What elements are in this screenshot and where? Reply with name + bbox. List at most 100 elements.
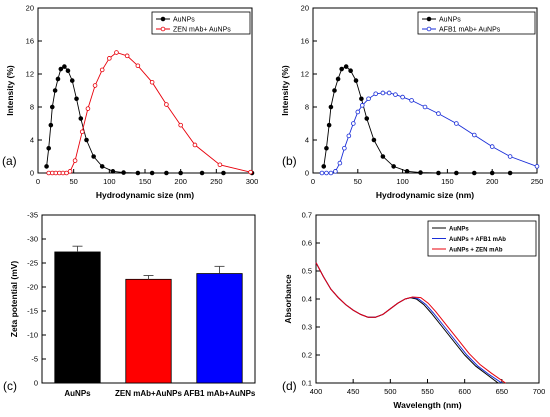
data-point <box>85 106 91 111</box>
legend-label-2: AuNPs + ZEN mAb <box>449 248 503 254</box>
data-point <box>328 170 334 176</box>
x-tick-label: 250 <box>531 177 544 186</box>
y-tick-label: 0.3 <box>302 323 312 332</box>
y-tick-label: 16 <box>26 37 34 46</box>
x-tick-label: 50 <box>69 177 77 186</box>
data-point <box>343 64 349 69</box>
data-point <box>335 76 341 82</box>
data-point <box>46 145 51 151</box>
data-point <box>49 104 55 110</box>
data-point <box>418 170 423 175</box>
y-tick-label: -10 <box>27 331 38 340</box>
data-point <box>339 66 344 72</box>
data-point <box>507 154 513 159</box>
x-tick-label: 200 <box>174 177 187 186</box>
category-label: ZEN mAb+AuNPs <box>115 389 182 398</box>
x-tick-label: 100 <box>396 177 409 186</box>
data-point <box>489 144 495 149</box>
data-point <box>422 104 428 110</box>
data-point <box>84 137 89 143</box>
data-point <box>393 92 398 97</box>
data-point <box>72 158 78 163</box>
data-point <box>359 96 364 102</box>
data-point <box>342 145 347 151</box>
y-tick-label: -5 <box>31 355 38 364</box>
legend-marker-1 <box>426 26 432 32</box>
data-point <box>366 96 371 102</box>
data-point <box>332 88 337 93</box>
data-point <box>178 170 183 176</box>
x-axis-label: Hydrodynamic size (nm) <box>96 190 194 200</box>
data-point <box>149 170 155 176</box>
y-tick-label: -30 <box>27 235 38 244</box>
legend-marker-0 <box>160 16 166 22</box>
y-axis-label: Absorbance <box>283 274 293 323</box>
legend-label-1: AFB1 mAb+ AuNPs <box>439 27 501 34</box>
x-tick-label: 50 <box>354 177 362 186</box>
series-line-0 <box>323 66 511 174</box>
data-point <box>107 56 112 61</box>
panel-label: (b) <box>282 154 297 168</box>
x-tick-label: 500 <box>384 387 397 396</box>
y-tick-label: 0.2 <box>302 351 312 360</box>
legend-label-0: AuNPs <box>173 17 195 24</box>
panel-label: (d) <box>282 379 297 393</box>
data-point <box>135 63 141 69</box>
y-tick-label: 0 <box>30 169 34 178</box>
data-point <box>79 129 85 135</box>
data-point <box>454 121 459 126</box>
data-point <box>199 170 205 176</box>
series-line-0 <box>46 66 252 174</box>
data-point <box>164 170 169 176</box>
category-label: AFB1 mAb+AuNPs <box>184 389 256 398</box>
data-point <box>319 170 325 176</box>
data-point <box>178 122 183 128</box>
data-point <box>121 170 126 175</box>
data-point <box>348 68 353 73</box>
y-tick-label: 4 <box>305 136 309 145</box>
data-point <box>149 79 155 85</box>
x-tick-label: 700 <box>533 387 546 396</box>
data-point <box>371 137 377 143</box>
data-point <box>534 164 540 169</box>
data-point <box>400 94 405 100</box>
data-point <box>355 109 361 115</box>
y-tick-label: 0 <box>305 169 309 178</box>
data-point <box>99 164 105 169</box>
y-tick-label: 0.7 <box>302 211 312 220</box>
x-tick-label: 600 <box>458 387 471 396</box>
data-point <box>436 111 441 116</box>
data-point <box>326 122 332 128</box>
data-point <box>67 169 73 174</box>
data-point <box>436 170 441 176</box>
x-tick-label: 0 <box>311 177 315 186</box>
y-tick-label: -35 <box>27 211 38 220</box>
x-axis-label: Wavelength (nm) <box>393 400 461 410</box>
x-axis-label: Hydrodynamic size (nm) <box>376 190 474 200</box>
y-axis-label: Zeta potential (mV) <box>9 261 19 338</box>
data-point <box>58 66 64 72</box>
data-point <box>99 67 105 73</box>
data-point <box>359 103 365 108</box>
data-point <box>321 164 327 169</box>
data-point <box>404 169 410 174</box>
y-tick-label: 0 <box>34 379 38 388</box>
x-tick-label: 450 <box>347 387 360 396</box>
chart-panel-2: 0 -5 -10 -15 -20 -25 -30 -35 AuNPs ZEN mAb+AuNPs A… <box>3 211 256 398</box>
y-axis-label: Intensity (%) <box>280 65 290 116</box>
x-tick-label: 250 <box>210 177 223 186</box>
y-tick-label: 16 <box>301 37 309 46</box>
panel-label: (c) <box>3 379 17 393</box>
legend-marker-1 <box>160 26 166 32</box>
data-point <box>507 170 513 176</box>
legend-label-0: AuNPs <box>449 227 469 233</box>
data-point <box>324 145 329 151</box>
data-point <box>380 154 386 159</box>
data-point <box>69 78 75 83</box>
series-line-1 <box>48 51 251 174</box>
data-point <box>135 170 141 176</box>
y-tick-label: 12 <box>301 70 309 79</box>
data-point <box>333 169 338 174</box>
y-tick-label: -20 <box>27 283 38 292</box>
